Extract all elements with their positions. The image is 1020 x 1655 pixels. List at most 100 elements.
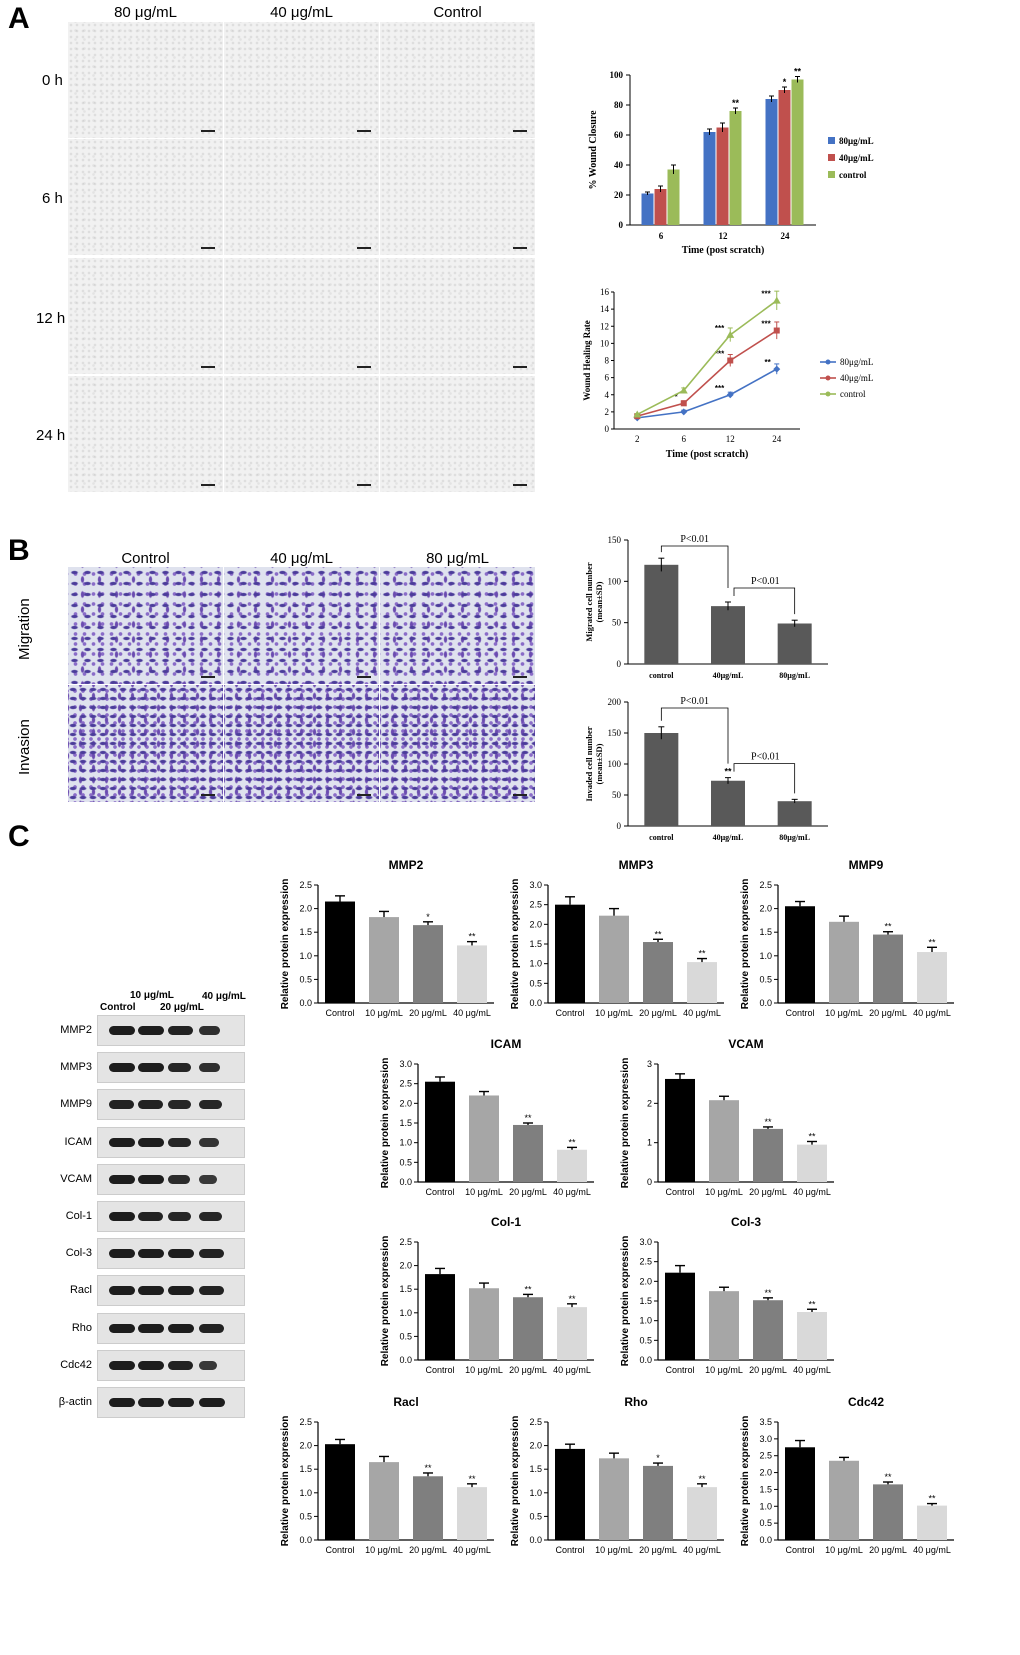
- x-tick-label: 40 μg/mL: [683, 1008, 721, 1018]
- y-tick-label: 0: [647, 1177, 652, 1187]
- blot-band: [109, 1100, 134, 1110]
- blot-band: [109, 1249, 135, 1259]
- y-tick-label: 1.5: [759, 927, 772, 937]
- x-tick-label: 10 μg/mL: [365, 1008, 403, 1018]
- blot-band: [199, 1286, 224, 1296]
- bar: [785, 1447, 815, 1540]
- y-tick-label: 8: [605, 356, 610, 366]
- x-tick-label: 10 μg/mL: [825, 1008, 863, 1018]
- blot-band: [138, 1249, 164, 1259]
- y-tick-label: 16: [600, 287, 610, 297]
- x-tick-label: 20 μg/mL: [869, 1545, 907, 1555]
- scale-bar: [513, 247, 527, 249]
- y-tick-label: 1.5: [759, 1484, 772, 1494]
- chart-title: Rho: [624, 1395, 647, 1409]
- y-axis-title: Relative protein expression: [740, 879, 751, 1010]
- legend-label: 80μg/mL: [839, 136, 874, 146]
- bar: [797, 1144, 827, 1182]
- bar: [703, 132, 716, 225]
- col3-chart: Col-3 0.0 0.5 1.0 1.5 2.0 2.5 3.0 Control 10 μg/m…: [620, 1215, 834, 1375]
- blot-lane-label-control: Control: [100, 1002, 136, 1013]
- blot-band: [109, 1137, 135, 1147]
- x-tick-label: 40 μg/mL: [913, 1008, 951, 1018]
- bar: [413, 1476, 443, 1540]
- y-axis-title: Relative protein expression: [280, 879, 291, 1010]
- y-axis-title: Invaded cell number: [584, 726, 594, 801]
- y-tick-label: 3: [647, 1059, 652, 1069]
- x-tick-label: 20 μg/mL: [749, 1365, 787, 1375]
- icam-chart: ICAM 0.0 0.5 1.0 1.5 2.0 2.5 3.0 Control 10 μg/mL…: [380, 1037, 594, 1197]
- scale-bar: [513, 130, 527, 132]
- blot-lane-label-10: 10 μg/mL: [130, 990, 174, 1001]
- blot-protein-label: MMP3: [60, 1061, 92, 1074]
- y-tick-label: 20: [614, 190, 624, 200]
- bar: [457, 1487, 487, 1540]
- blot-band: [168, 1174, 191, 1184]
- y-tick-label: 0.0: [399, 1177, 412, 1187]
- x-tick-label: 40 μg/mL: [453, 1545, 491, 1555]
- bar: [829, 1460, 859, 1540]
- mmp9-chart: MMP9 0.0 0.5 1.0 1.5 2.0 2.5 Control 10 μg/mL ** 2…: [740, 858, 954, 1018]
- blot-band: [199, 1398, 225, 1407]
- blot-band: [199, 1174, 218, 1184]
- significance-mark: **: [884, 1472, 892, 1482]
- significance-bracket: [733, 587, 796, 615]
- blot-band: [168, 1360, 193, 1370]
- bar: [917, 1505, 947, 1540]
- blot-protein-label: Cdc42: [60, 1358, 92, 1371]
- y-tick-label: 150: [608, 535, 622, 545]
- x-tick-label: 10 μg/mL: [705, 1365, 743, 1375]
- y-tick-label: 50: [612, 618, 622, 628]
- significance-mark: **: [424, 1463, 432, 1473]
- x-tick-label: 24: [781, 231, 791, 241]
- blot-band: [168, 1212, 192, 1221]
- significance-mark: **: [732, 98, 740, 108]
- significance-mark: *: [783, 77, 787, 87]
- column-label-b-control: Control: [121, 550, 170, 567]
- significance-mark: **: [568, 1137, 576, 1147]
- significance-mark: ***: [761, 320, 771, 329]
- bar: [709, 1291, 739, 1360]
- y-axis-title: (mean±SD): [594, 581, 604, 622]
- bar: [369, 917, 399, 1003]
- x-tick-label: Control: [665, 1365, 694, 1375]
- series-line: [636, 299, 778, 416]
- y-tick-label: 0: [619, 220, 624, 230]
- blot-band: [109, 1063, 135, 1073]
- y-tick-label: 1.5: [529, 939, 542, 949]
- blot-band: [109, 1398, 135, 1407]
- x-tick-label: 10 μg/mL: [465, 1365, 503, 1375]
- x-tick-label: 12: [719, 231, 729, 241]
- x-tick-label: 20 μg/mL: [409, 1545, 447, 1555]
- blot-protein-label: β-actin: [58, 1396, 92, 1408]
- rho-chart: Rho 0.0 0.5 1.0 1.5 2.0 2.5 Control 10 μg/mL * 20 …: [510, 1395, 724, 1555]
- legend-label: 40μg/mL: [840, 373, 873, 383]
- x-tick-label: 40 μg/mL: [793, 1187, 831, 1197]
- x-tick-label: 40 μg/mL: [683, 1545, 721, 1555]
- bar: [785, 906, 815, 1003]
- vcam-chart: VCAM 0 1 2 3 Control 10 μg/mL ** 20 μg/mL ** 40 μg…: [620, 1037, 834, 1197]
- blot-band: [109, 1212, 135, 1221]
- y-axis-title: Relative protein expression: [620, 1236, 631, 1367]
- mmp2-chart: MMP2 0.0 0.5 1.0 1.5 2.0 2.5 Control 10 μg/mL * 20…: [280, 858, 494, 1018]
- y-tick-label: 6: [605, 373, 610, 383]
- blot-band: [168, 1026, 193, 1035]
- wound-image-tile: [68, 22, 223, 138]
- bar: [557, 1149, 587, 1182]
- x-tick-label: 10 μg/mL: [365, 1545, 403, 1555]
- significance-mark: ***: [715, 384, 725, 393]
- row-label-invasion: Invasion: [16, 719, 33, 775]
- bar: [425, 1081, 455, 1182]
- significance-mark: **: [468, 1474, 476, 1484]
- wound-image-tile: [224, 139, 379, 255]
- y-tick-label: 0.0: [529, 1535, 542, 1545]
- significance-mark: *: [656, 1453, 660, 1463]
- significance-mark: **: [765, 358, 772, 367]
- wound-image-tile: [68, 376, 223, 492]
- significance-mark: ***: [715, 350, 725, 359]
- y-tick-label: 2.5: [299, 1417, 312, 1427]
- x-tick-label: 10 μg/mL: [595, 1545, 633, 1555]
- blot-band: [109, 1026, 135, 1035]
- blot-protein-label: ICAM: [64, 1135, 93, 1148]
- y-tick-label: 0.5: [759, 974, 772, 984]
